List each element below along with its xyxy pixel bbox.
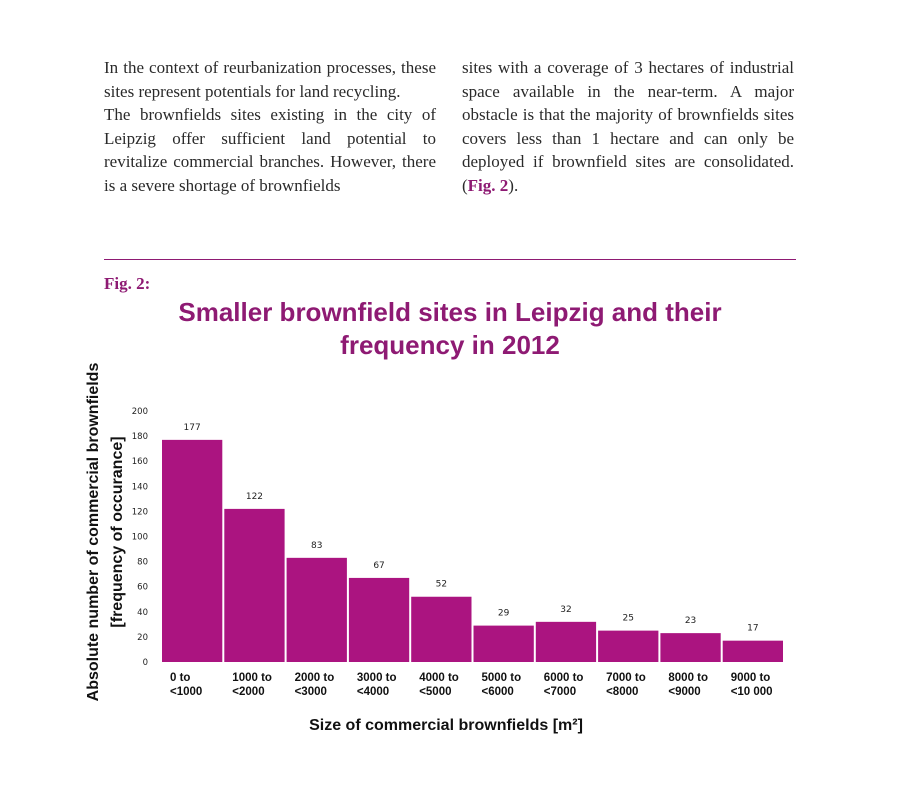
category-label-line2: <8000 [606,686,638,698]
category-label-line2: <3000 [295,686,327,698]
category-labels: 0 to <1000 1000 to <2000 2000 to <3000 3000 to… [170,672,773,698]
bar [722,640,783,662]
right-ref-close: ). [508,175,519,195]
category-label-line2: <7000 [544,686,576,698]
data-label: 83 [311,541,322,551]
category-label-line1: 5000 to [482,672,522,684]
data-label: 52 [436,580,447,590]
data-label: 67 [373,561,384,571]
bar [660,633,721,662]
bars [162,439,783,662]
bar [286,557,347,662]
data-label: 32 [560,605,571,615]
figure-reference-link[interactable]: Fig. 2 [467,175,509,195]
bar [411,596,472,662]
y-axis-label-line2: [frequency of occurance] [109,436,126,627]
category-label-line1: 3000 to [357,672,397,684]
data-label: 25 [623,614,634,624]
y-tick-label: 80 [137,558,148,568]
y-tick-label: 60 [137,583,148,593]
y-tick-label: 100 [132,533,148,543]
category-label-line1: 1000 to [232,672,272,684]
bar [348,577,410,662]
category-label-line1: 6000 to [544,672,584,684]
x-axis-label: Size of commercial brownfields [m²] [309,717,583,734]
right-ref-open: ( [462,175,468,195]
right-paragraph: sites with a coverage of 3 hectares of i… [462,56,794,198]
y-tick-label: 0 [143,658,148,668]
left-text-column: In the context of reurbanization process… [104,56,436,198]
y-tick-label: 40 [137,608,148,618]
category-label-line1: 8000 to [668,672,708,684]
left-paragraph-1: In the context of reurbanization process… [104,58,436,101]
bar [224,508,285,662]
bar [535,621,597,662]
bar [473,625,534,662]
y-tick-label: 20 [137,633,148,643]
section-divider [104,259,796,260]
category-label-line1: 2000 to [295,672,335,684]
data-label: 29 [498,609,510,619]
category-label-line1: 7000 to [606,672,646,684]
data-label: 177 [184,423,201,433]
bar [162,439,223,662]
y-tick-label: 120 [132,507,148,517]
data-label: 122 [246,492,263,502]
right-paragraph-text: sites with a coverage of 3 hectares of i… [462,58,794,172]
y-tick-label: 140 [132,482,148,492]
y-axis-ticks: 0 20 40 60 80 100 120 140 160 180 200 [132,407,148,668]
category-label-line1: 0 to [170,672,190,684]
data-label: 17 [747,624,758,634]
y-tick-label: 200 [132,407,148,417]
category-label-line2: <1000 [170,686,202,698]
right-text-column: sites with a coverage of 3 hectares of i… [462,56,794,198]
data-labels: 177 122 83 67 52 29 32 25 23 17 [184,423,759,634]
bar [598,630,659,662]
category-label-line1: 4000 to [419,672,459,684]
category-label-line2: <10 000 [731,686,773,698]
category-label-line1: 9000 to [731,672,771,684]
category-label-line2: <4000 [357,686,389,698]
category-label-line2: <9000 [668,686,700,698]
left-paragraph-2: The brownfields sites existing in the ci… [104,105,436,195]
y-tick-label: 160 [132,457,148,467]
data-label: 23 [685,616,696,626]
y-tick-label: 180 [132,432,148,442]
y-axis-label-line1: Absolute number of commercial brownfield… [85,363,102,702]
chart-title: Smaller brownfield sites in Leipzig and … [178,297,722,360]
category-label-line2: <5000 [419,686,451,698]
category-label-line2: <6000 [482,686,514,698]
figure-label: Fig. 2: [104,274,151,293]
category-label-line2: <2000 [232,686,264,698]
